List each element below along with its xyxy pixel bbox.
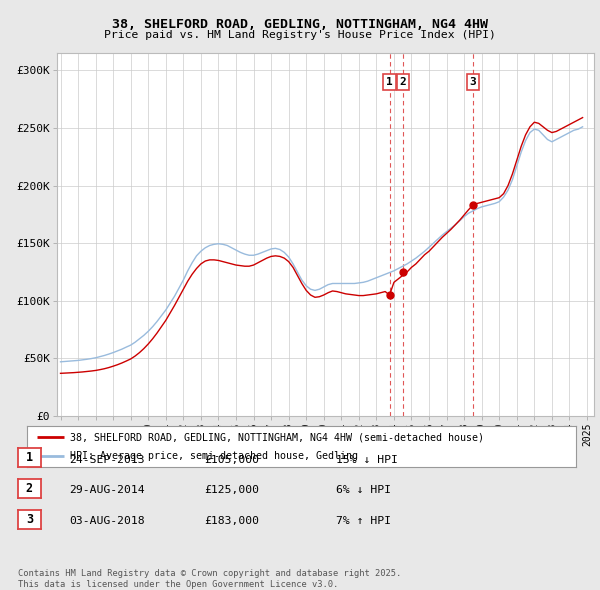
Text: Contains HM Land Registry data © Crown copyright and database right 2025.
This d: Contains HM Land Registry data © Crown c… <box>18 569 401 589</box>
Text: 3: 3 <box>470 77 476 87</box>
Text: 38, SHELFORD ROAD, GEDLING, NOTTINGHAM, NG4 4HW (semi-detached house): 38, SHELFORD ROAD, GEDLING, NOTTINGHAM, … <box>70 432 484 442</box>
Text: £183,000: £183,000 <box>204 516 259 526</box>
Text: 2: 2 <box>400 77 406 87</box>
Text: Price paid vs. HM Land Registry's House Price Index (HPI): Price paid vs. HM Land Registry's House … <box>104 30 496 40</box>
Text: 1: 1 <box>26 451 33 464</box>
Text: £105,000: £105,000 <box>204 455 259 464</box>
Text: 15% ↓ HPI: 15% ↓ HPI <box>336 455 398 464</box>
Text: 38, SHELFORD ROAD, GEDLING, NOTTINGHAM, NG4 4HW: 38, SHELFORD ROAD, GEDLING, NOTTINGHAM, … <box>112 18 488 31</box>
Text: 29-AUG-2014: 29-AUG-2014 <box>69 486 145 495</box>
Text: 03-AUG-2018: 03-AUG-2018 <box>69 516 145 526</box>
Text: £125,000: £125,000 <box>204 486 259 495</box>
Text: 7% ↑ HPI: 7% ↑ HPI <box>336 516 391 526</box>
Text: HPI: Average price, semi-detached house, Gedling: HPI: Average price, semi-detached house,… <box>70 451 358 461</box>
Text: 2: 2 <box>26 482 33 495</box>
Text: 3: 3 <box>26 513 33 526</box>
Text: 1: 1 <box>386 77 393 87</box>
Text: 6% ↓ HPI: 6% ↓ HPI <box>336 486 391 495</box>
Text: 24-SEP-2013: 24-SEP-2013 <box>69 455 145 464</box>
